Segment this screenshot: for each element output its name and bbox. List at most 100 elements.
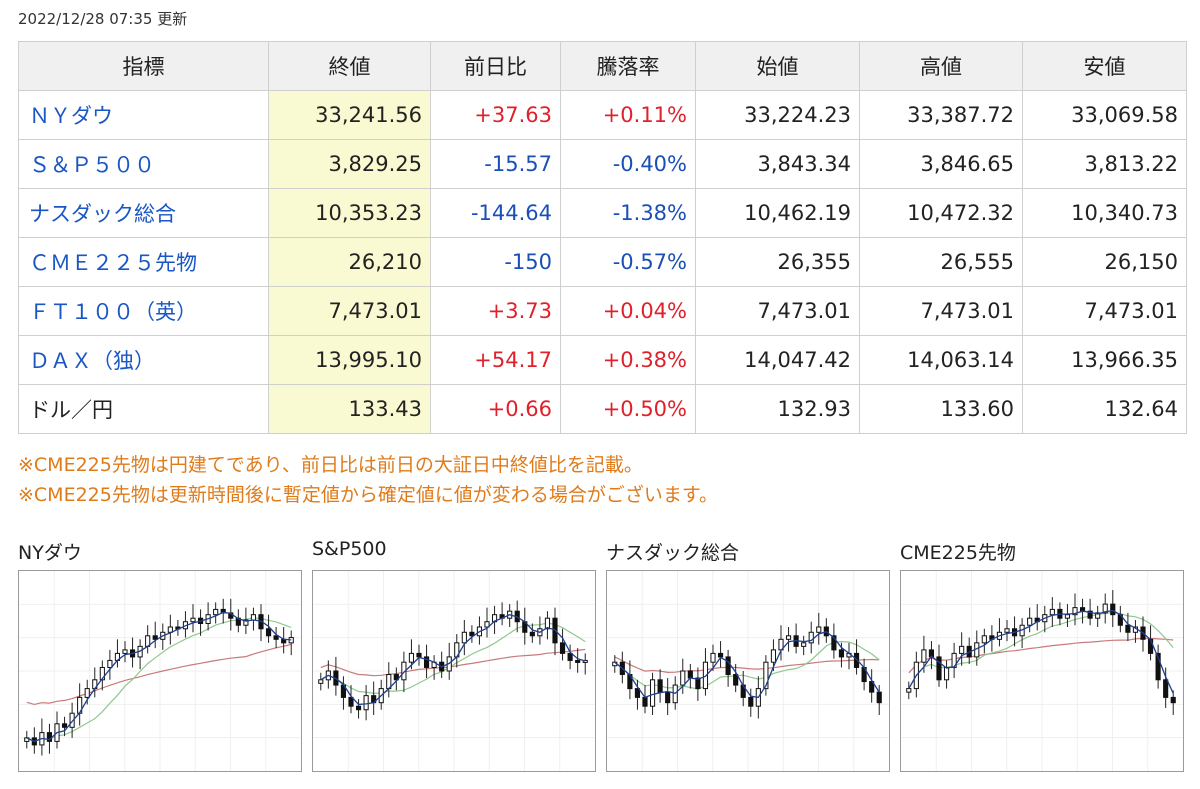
- high-cell: 7,473.01: [859, 286, 1023, 336]
- moving-average-long: [26, 643, 292, 706]
- candle-body: [363, 695, 369, 711]
- candle-body: [355, 705, 362, 711]
- index-name-cell[interactable]: ＤＡＸ（独）: [18, 335, 269, 385]
- open-cell: 26,355: [695, 237, 860, 287]
- change-rate-cell: +0.50%: [560, 384, 696, 434]
- candle-body: [717, 652, 724, 658]
- low-cell: 3,813.22: [1022, 139, 1187, 189]
- high-cell: 26,555: [859, 237, 1023, 287]
- low-cell: 7,473.01: [1022, 286, 1187, 336]
- close-cell: 3,829.25: [268, 139, 431, 189]
- candle-body: [649, 679, 656, 707]
- open-cell: 14,047.42: [695, 335, 860, 385]
- candle-body: [273, 635, 279, 640]
- close-cell: 13,995.10: [268, 335, 431, 385]
- moving-average-long: [614, 656, 880, 674]
- candle-body: [1072, 607, 1078, 616]
- low-cell: 10,340.73: [1022, 188, 1187, 238]
- table-row: ＮＹダウ 33,241.56 +37.63 +0.11% 33,224.23 33,387…: [18, 90, 1187, 140]
- candle-body: [469, 631, 475, 637]
- candle-body: [1163, 679, 1169, 698]
- header-change-rate: 騰落率: [560, 41, 696, 91]
- low-cell: 33,069.58: [1022, 90, 1187, 140]
- candle-body: [461, 631, 467, 644]
- header-low: 安値: [1022, 41, 1187, 91]
- header-indicator: 指標: [18, 41, 269, 91]
- candle-body: [710, 652, 716, 663]
- candle-body: [725, 656, 731, 676]
- candle-body: [416, 652, 422, 658]
- candle-body: [243, 619, 249, 626]
- candle-body: [84, 688, 90, 698]
- candle-body: [99, 666, 105, 681]
- candle-body: [748, 696, 754, 707]
- table-row: Ｓ＆Ｐ５００ 3,829.25 -15.57 -0.40% 3,843.34 3,846.…: [18, 139, 1187, 189]
- high-cell: 33,387.72: [859, 90, 1023, 140]
- candle-body: [657, 679, 663, 693]
- chart-svg: [901, 571, 1183, 771]
- chart-nasdaq[interactable]: [606, 570, 890, 772]
- candle-body: [831, 635, 837, 651]
- chart-svg: [19, 571, 301, 771]
- candle-body: [869, 681, 875, 693]
- candle-body: [801, 642, 807, 647]
- table-row: ドル／円 133.43 +0.66 +0.50% 132.93 133.60 132.64: [18, 384, 1187, 434]
- index-name-cell[interactable]: ナスダック総合: [18, 188, 269, 238]
- candle-body: [1049, 608, 1055, 616]
- chart-cme225[interactable]: [900, 570, 1184, 772]
- candle-body: [838, 649, 845, 658]
- candle-body: [1110, 603, 1116, 616]
- candle-body: [393, 674, 399, 681]
- header-high: 高値: [859, 41, 1023, 91]
- notes: ※CME225先物は円建てであり、前日比は前日の大証日中終値比を記載。 ※CME…: [18, 450, 718, 510]
- close-cell: 133.43: [268, 384, 431, 434]
- candle-body: [348, 696, 354, 707]
- moving-average-short: [908, 609, 1174, 694]
- candle-body: [695, 677, 701, 690]
- candle-body: [559, 642, 566, 654]
- low-cell: 132.64: [1022, 384, 1187, 434]
- index-name-cell[interactable]: ＮＹダウ: [18, 90, 269, 140]
- candle-body: [190, 617, 196, 623]
- open-cell: 3,843.34: [695, 139, 860, 189]
- chart-sp500[interactable]: [312, 570, 596, 772]
- candle-body: [981, 635, 987, 644]
- candle-body: [680, 670, 686, 686]
- candle-body: [1087, 610, 1093, 619]
- chart-title-cme225: CME225先物: [900, 542, 1016, 564]
- open-cell: 33,224.23: [695, 90, 860, 140]
- chart-title-sp500: S&P500: [312, 538, 387, 560]
- candle-body: [61, 723, 68, 728]
- change-rate-cell: +0.38%: [560, 335, 696, 385]
- chart-title-nasdaq: ナスダック総合: [606, 542, 740, 564]
- change-rate-cell: -1.38%: [560, 188, 696, 238]
- index-name-cell[interactable]: Ｓ＆Ｐ５００: [18, 139, 269, 189]
- close-cell: 33,241.56: [268, 90, 431, 140]
- candle-body: [763, 661, 769, 690]
- candle-body: [544, 617, 551, 630]
- open-cell: 10,462.19: [695, 188, 860, 238]
- candle-body: [575, 659, 581, 663]
- high-cell: 14,063.14: [859, 335, 1023, 385]
- candle-body: [318, 679, 324, 684]
- moving-average-mid: [320, 622, 586, 695]
- header-open: 始値: [695, 41, 860, 91]
- change-rate-cell: +0.04%: [560, 286, 696, 336]
- index-name-cell[interactable]: ＣＭＥ２２５先物: [18, 237, 269, 287]
- low-cell: 26,150: [1022, 237, 1187, 287]
- candle-body: [943, 666, 950, 681]
- low-cell: 13,966.35: [1022, 335, 1187, 385]
- candle-body: [24, 737, 30, 742]
- close-cell: 7,473.01: [268, 286, 431, 336]
- moving-average-short: [614, 630, 880, 699]
- candle-body: [936, 656, 942, 681]
- candle-body: [770, 649, 777, 663]
- chart-nydow[interactable]: [18, 570, 302, 772]
- index-name-cell[interactable]: ＦＴ１００（英）: [18, 286, 269, 336]
- close-cell: 10,353.23: [268, 188, 431, 238]
- candle-body: [959, 645, 965, 654]
- candle-body: [665, 691, 671, 704]
- high-cell: 10,472.32: [859, 188, 1023, 238]
- candle-body: [876, 691, 882, 704]
- candle-body: [906, 688, 912, 693]
